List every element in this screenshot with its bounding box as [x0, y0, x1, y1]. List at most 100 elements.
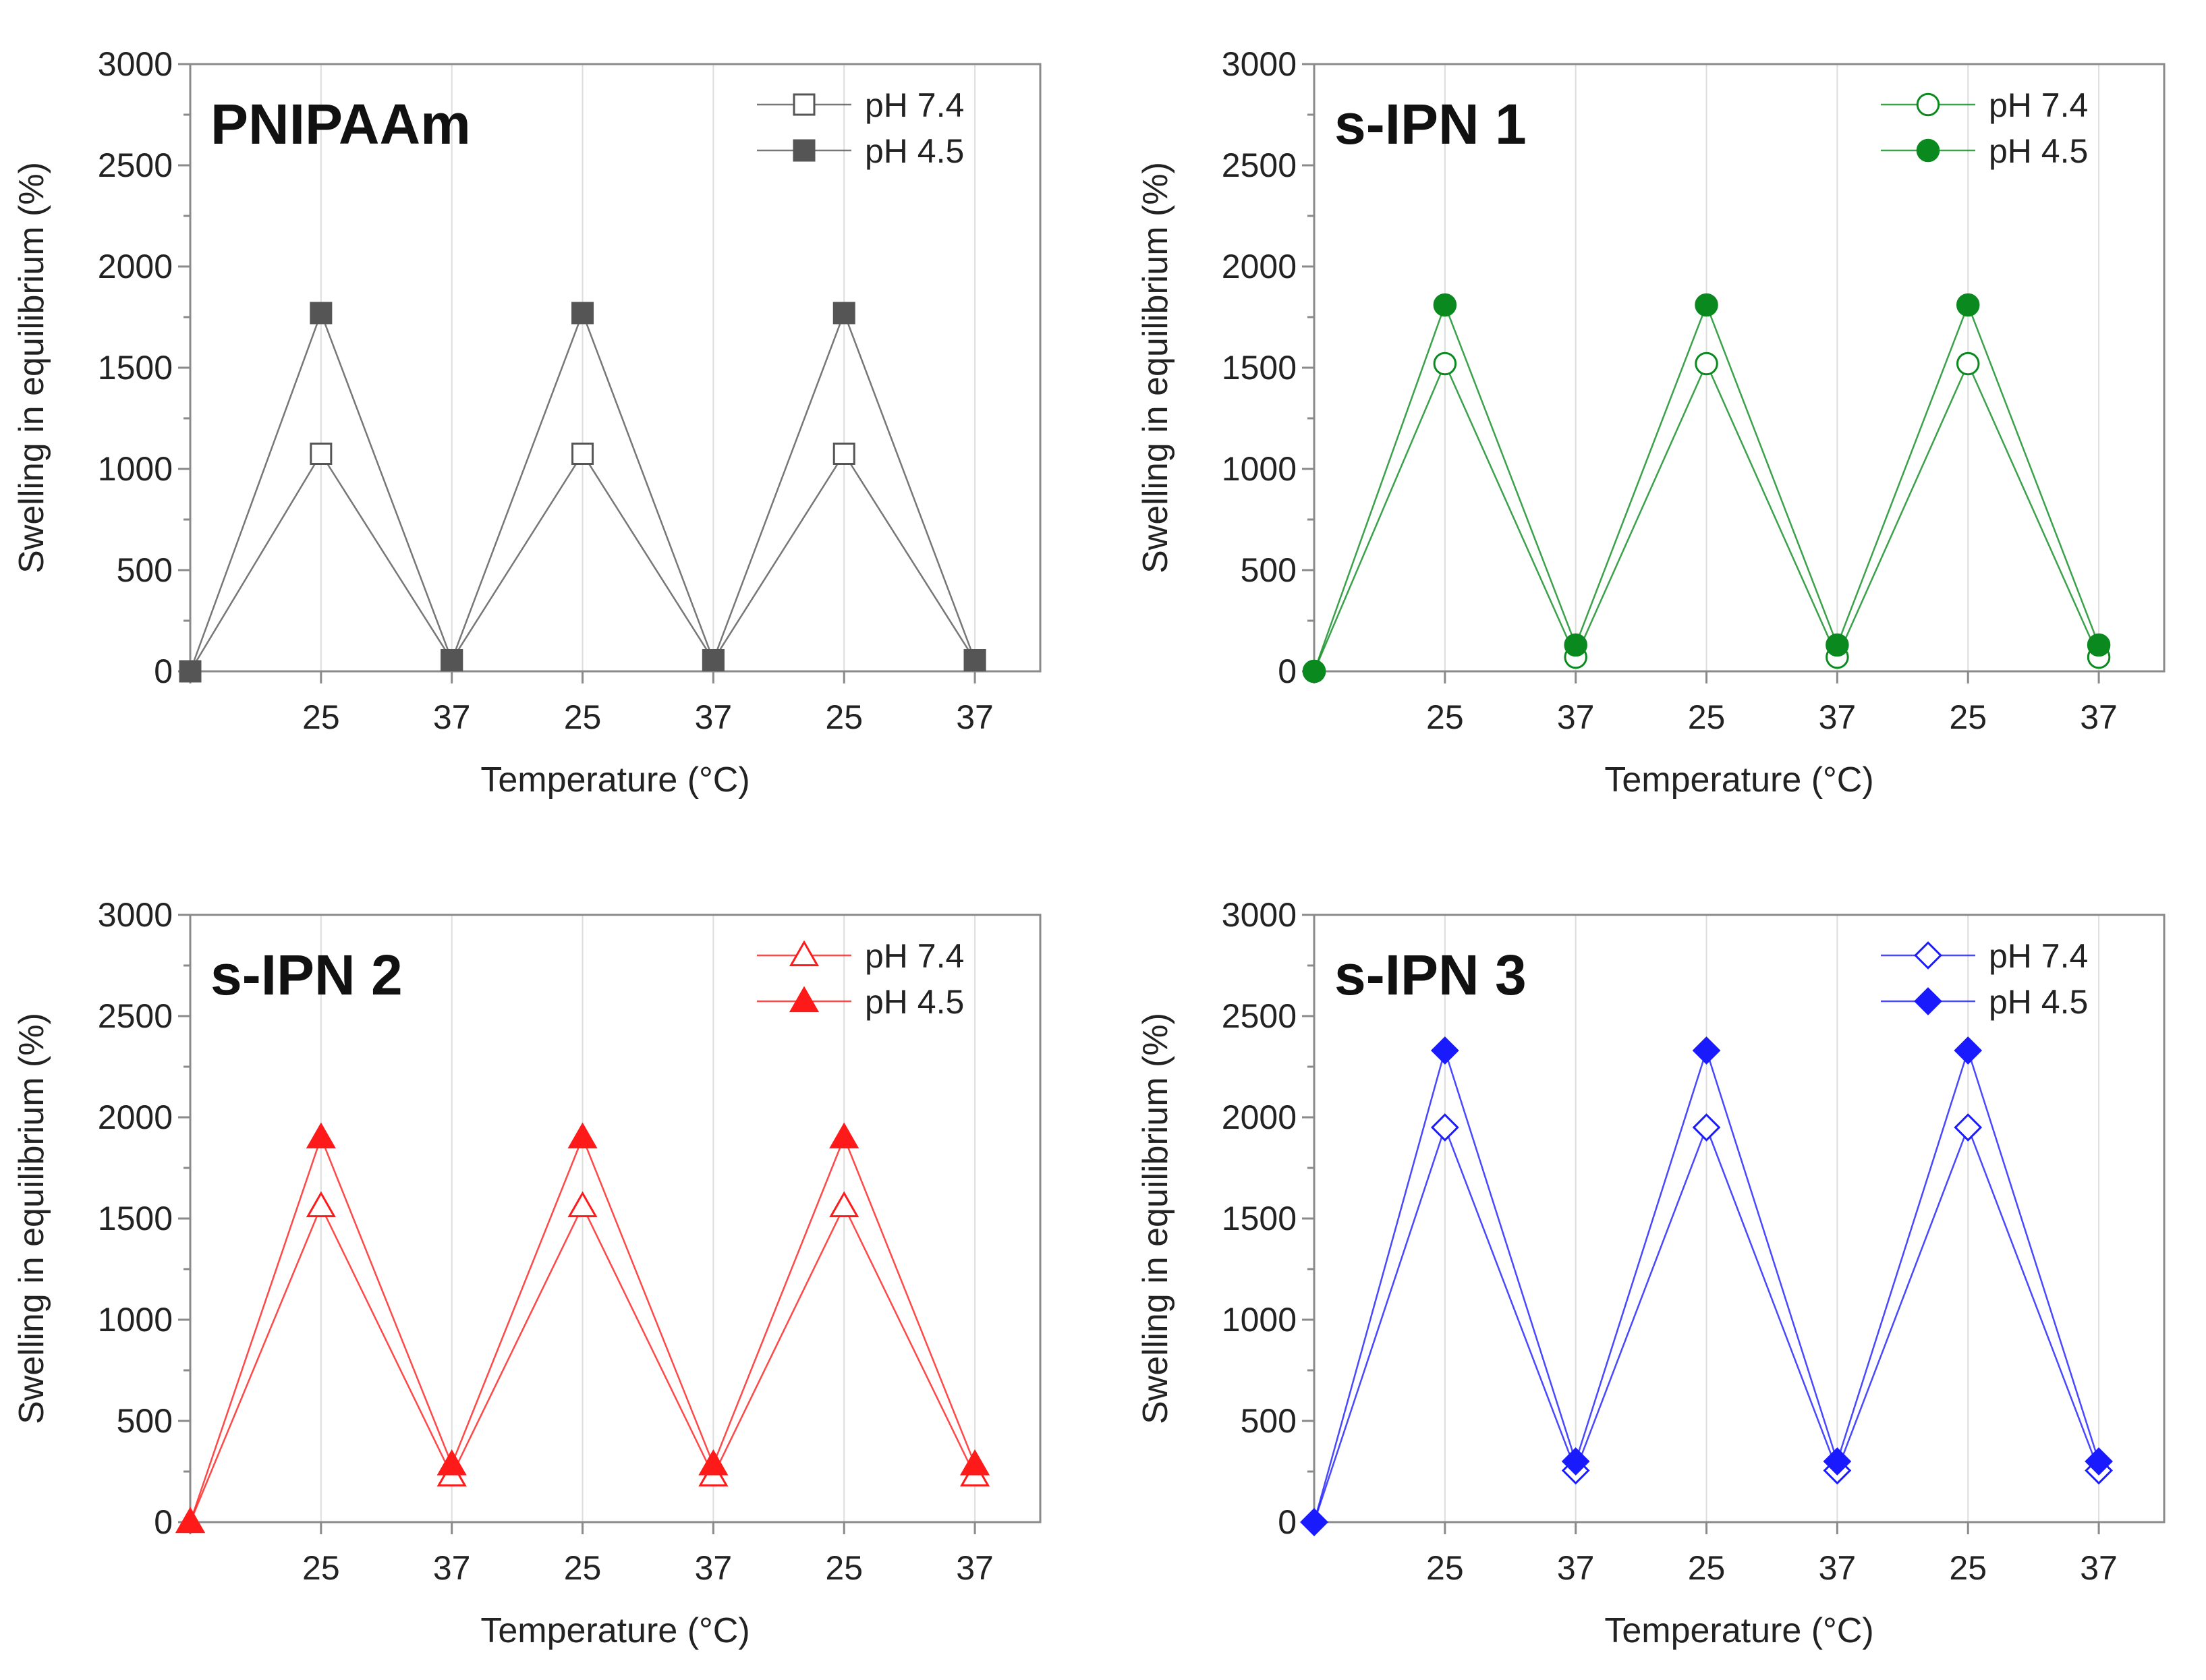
- y-axis-title: Swelling in equilibrium (%): [12, 162, 51, 573]
- x-tick-label: 25: [1426, 698, 1464, 736]
- legend-marker: [1914, 987, 1942, 1015]
- x-axis-title: Temperature (°C): [480, 760, 750, 800]
- data-point: [179, 660, 202, 683]
- x-tick-label: 25: [564, 1549, 602, 1587]
- y-tick-label: 0: [1278, 652, 1297, 690]
- y-tick-label: 3000: [98, 896, 173, 934]
- y-tick-label: 0: [154, 1503, 173, 1541]
- data-point: [698, 1449, 729, 1476]
- y-tick-label: 2500: [1222, 146, 1297, 184]
- legend-label: pH 4.5: [865, 983, 964, 1021]
- data-point: [1692, 1113, 1721, 1142]
- data-point: [1564, 633, 1587, 657]
- data-point: [436, 1449, 467, 1476]
- legend-label: pH 7.4: [865, 937, 964, 975]
- data-point: [175, 1507, 206, 1534]
- x-tick-label: 37: [956, 1549, 994, 1587]
- legend-label: pH 4.5: [1989, 983, 2088, 1021]
- data-point: [310, 302, 333, 325]
- y-tick-label: 1500: [98, 1200, 173, 1237]
- data-point: [1302, 659, 1326, 683]
- x-tick-label: 37: [1819, 1549, 1857, 1587]
- panel-title: s-IPN 3: [1334, 943, 1527, 1007]
- x-axis-title: Temperature (°C): [480, 1611, 750, 1650]
- x-tick-label: 37: [695, 698, 733, 736]
- y-tick-label: 1500: [1222, 1200, 1297, 1237]
- x-tick-label: 25: [302, 698, 340, 736]
- data-point: [1954, 1036, 1983, 1065]
- legend-marker: [793, 139, 816, 162]
- y-tick-label: 1000: [1222, 1301, 1297, 1339]
- data-point: [1430, 1113, 1459, 1142]
- data-point: [567, 1122, 598, 1149]
- y-tick-label: 500: [117, 1402, 173, 1440]
- x-tick-label: 37: [1557, 698, 1595, 736]
- x-tick-label: 25: [564, 698, 602, 736]
- x-axis-title: Temperature (°C): [1604, 760, 1873, 800]
- y-tick-label: 2500: [98, 997, 173, 1035]
- y-tick-label: 500: [1241, 551, 1297, 589]
- data-point: [1823, 1447, 1852, 1476]
- x-tick-label: 37: [1819, 698, 1857, 736]
- data-point: [829, 1191, 859, 1218]
- y-tick-label: 0: [1278, 1503, 1297, 1541]
- legend-label: pH 7.4: [865, 86, 964, 124]
- data-point: [963, 649, 986, 671]
- data-point: [1433, 352, 1457, 376]
- y-tick-label: 2000: [1222, 248, 1297, 285]
- legend-label: pH 4.5: [865, 132, 964, 170]
- x-tick-label: 25: [302, 1549, 340, 1587]
- data-point: [1692, 1036, 1721, 1065]
- data-point: [2085, 1447, 2113, 1476]
- x-tick-label: 25: [825, 698, 863, 736]
- x-tick-label: 25: [825, 1549, 863, 1587]
- y-tick-label: 500: [1241, 1402, 1297, 1440]
- y-tick-label: 2000: [98, 1098, 173, 1136]
- data-point: [959, 1449, 990, 1476]
- data-point: [571, 443, 594, 465]
- data-point: [310, 443, 333, 465]
- data-point: [832, 302, 855, 325]
- data-point: [1433, 293, 1457, 317]
- data-point: [567, 1191, 598, 1218]
- y-axis-title: Swelling in equilibrium (%): [12, 1013, 51, 1424]
- data-point: [1695, 293, 1718, 317]
- x-tick-label: 25: [1688, 698, 1726, 736]
- x-tick-label: 37: [1557, 1549, 1595, 1587]
- x-tick-label: 37: [2080, 1549, 2118, 1587]
- panel-title: s-IPN 1: [1334, 92, 1527, 156]
- legend-label: pH 7.4: [1989, 937, 2088, 975]
- y-tick-label: 1000: [98, 1301, 173, 1339]
- panel-title: s-IPN 2: [210, 943, 403, 1007]
- data-point: [441, 649, 463, 671]
- legend-marker: [1916, 138, 1940, 163]
- x-tick-label: 25: [1426, 1549, 1464, 1587]
- data-point: [829, 1122, 859, 1149]
- y-tick-label: 1500: [1222, 349, 1297, 387]
- data-point: [832, 443, 855, 465]
- panel-title: PNIPAAm: [210, 92, 471, 156]
- legend-marker: [789, 986, 820, 1013]
- legend-marker: [793, 93, 816, 116]
- data-point: [702, 649, 725, 671]
- y-tick-label: 500: [117, 551, 173, 589]
- x-tick-label: 37: [2080, 698, 2118, 736]
- y-tick-label: 2000: [1222, 1098, 1297, 1136]
- x-axis-title: Temperature (°C): [1604, 1611, 1873, 1650]
- x-tick-label: 37: [433, 1549, 471, 1587]
- legend-marker: [1916, 92, 1940, 117]
- legend-label: pH 7.4: [1989, 86, 2088, 124]
- legend-label: pH 4.5: [1989, 132, 2088, 170]
- y-axis-title: Swelling in equilibrium (%): [1136, 1013, 1175, 1424]
- x-tick-label: 25: [1949, 1549, 1987, 1587]
- y-tick-label: 1500: [98, 349, 173, 387]
- data-point: [1826, 633, 1849, 657]
- data-point: [1954, 1113, 1983, 1142]
- y-tick-label: 1000: [98, 450, 173, 488]
- data-point: [1300, 1508, 1328, 1536]
- data-point: [1695, 352, 1718, 376]
